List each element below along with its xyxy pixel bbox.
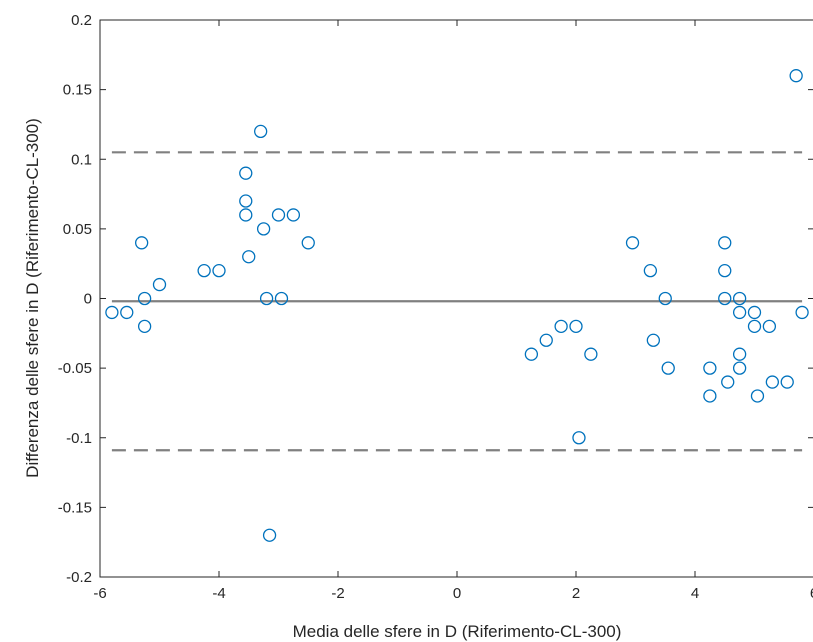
data-point	[152, 277, 167, 292]
data-point	[274, 291, 289, 306]
data-point	[259, 291, 274, 306]
data-point	[137, 319, 152, 334]
x-tick-label: -2	[331, 585, 344, 602]
x-tick-label: 0	[453, 585, 461, 602]
y-tick-label: -0.2	[66, 569, 92, 586]
data-point	[197, 263, 211, 278]
data-point	[747, 305, 762, 320]
data-point	[137, 291, 152, 306]
data-point	[721, 375, 735, 389]
data-point	[242, 250, 256, 264]
y-tick-label: 0.15	[63, 82, 92, 99]
data-point	[554, 319, 568, 334]
data-point	[569, 319, 583, 334]
data-point	[658, 291, 672, 306]
x-tick-label: 6	[810, 585, 813, 602]
x-axis-label: Media delle sfere in D (Riferimento-CL-3…	[293, 622, 622, 641]
x-axis-ticks: -6 -4 -2 0 2 4 6	[93, 20, 813, 602]
x-tick-label: 4	[691, 585, 699, 602]
y-tick-label: 0.05	[63, 221, 92, 238]
plot-area	[99, 19, 813, 578]
x-tick-label: -4	[212, 585, 225, 602]
y-axis-label: Differenza delle sfere in D (Riferimento…	[23, 118, 42, 478]
data-point	[262, 528, 277, 542]
data-point	[239, 208, 253, 222]
data-point	[271, 208, 286, 222]
y-tick-label: 0.1	[71, 151, 92, 168]
y-axis-ticks: -0.2 -0.15 -0.1 -0.05 0 0.05 0.1 0.15 0.2	[58, 12, 813, 586]
y-tick-label: -0.15	[58, 499, 92, 516]
data-point	[524, 347, 539, 361]
y-tick-label: 0	[84, 291, 92, 308]
data-point	[134, 236, 149, 250]
data-point	[765, 375, 779, 389]
data-point	[105, 305, 119, 320]
data-point	[212, 263, 226, 278]
data-point	[795, 305, 809, 320]
y-tick-label: 0.2	[71, 12, 92, 29]
data-point	[643, 263, 658, 278]
data-point	[718, 236, 732, 250]
data-point	[572, 431, 586, 445]
data-points	[105, 69, 809, 542]
data-point	[718, 291, 732, 306]
data-point	[239, 166, 253, 180]
data-point	[750, 389, 765, 403]
data-point	[780, 375, 794, 389]
data-point	[584, 347, 598, 361]
data-point	[120, 305, 134, 320]
data-point	[661, 361, 675, 375]
y-tick-label: -0.1	[66, 430, 92, 447]
data-point	[703, 389, 717, 403]
data-point	[253, 124, 268, 139]
data-point	[239, 194, 253, 208]
reference-lines	[111, 151, 803, 452]
data-point	[762, 319, 777, 334]
data-point	[747, 319, 762, 334]
data-point	[789, 69, 803, 83]
data-point	[625, 236, 640, 250]
data-point	[732, 361, 747, 375]
data-point	[256, 222, 271, 236]
y-tick-label: -0.05	[58, 360, 92, 377]
data-point	[732, 291, 747, 306]
x-tick-label: 2	[572, 585, 580, 602]
data-point	[539, 333, 553, 347]
data-point	[286, 208, 301, 222]
data-point	[703, 361, 717, 375]
data-point	[646, 333, 660, 347]
data-point	[301, 236, 315, 250]
data-point	[732, 305, 747, 320]
data-point	[718, 263, 732, 278]
x-tick-label: -6	[93, 585, 106, 602]
data-point	[732, 347, 747, 361]
